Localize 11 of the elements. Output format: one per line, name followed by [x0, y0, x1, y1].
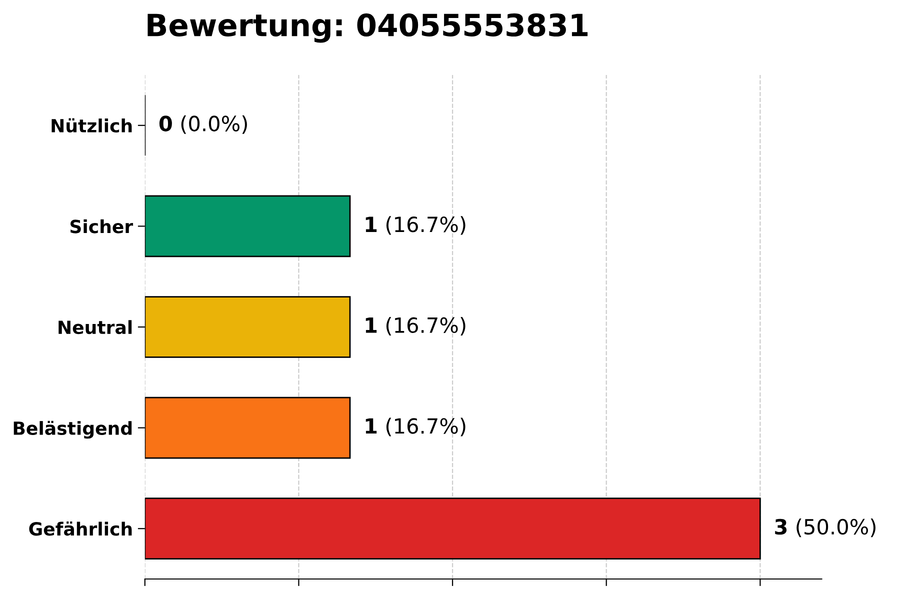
chart-title: Bewertung: 04055553831	[148, 13, 588, 43]
data-label: 1 (16.7%)	[366, 216, 466, 235]
data-label: 1 (16.7%)	[366, 418, 466, 436]
data-label: 3 (50.0%)	[775, 518, 876, 538]
y-tick-label: Gefährlich	[29, 521, 132, 536]
y-tick-label: Belästigend	[14, 420, 132, 439]
y-tick-label: Nützlich	[52, 118, 132, 133]
data-label: 1 (16.7%)	[366, 316, 466, 336]
y-tick-label: Sicher	[70, 219, 134, 234]
data-label: 0 (0.0%)	[159, 115, 247, 134]
y-tick-label: Neutral	[58, 320, 132, 334]
